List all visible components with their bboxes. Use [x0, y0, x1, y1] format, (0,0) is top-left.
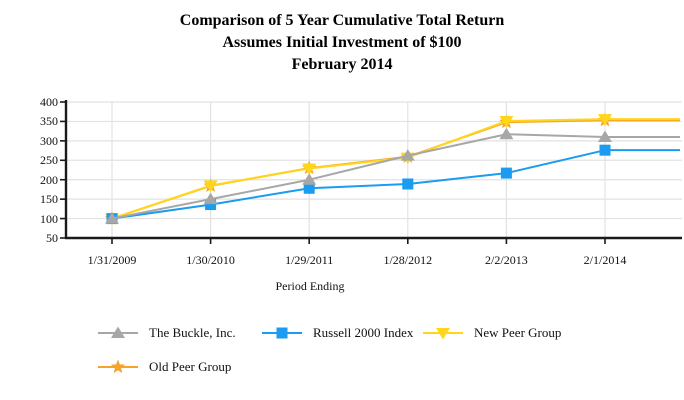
russell-line-marker-swatch [262, 327, 302, 339]
buckle-line-marker-swatch [98, 326, 138, 338]
series-line-new-peer-group [111, 118, 680, 220]
x-axis-title: Period Ending [275, 279, 345, 293]
new-peer-line-marker-swatch [423, 328, 463, 340]
x-tick-label: 2/1/2014 [583, 253, 627, 267]
series-line-old-peer-group [111, 119, 680, 220]
y-tick-label: 50 [46, 231, 58, 245]
legend-item-old-peer: Old Peer Group [98, 359, 231, 375]
y-tick-label: 350 [40, 114, 58, 129]
legend-label-new-peer: New Peer Group [474, 325, 562, 340]
x-tick-label: 2/2/2013 [485, 253, 528, 267]
legend-label-old-peer: Old Peer Group [149, 359, 232, 374]
x-tick-label: 1/31/2009 [87, 253, 137, 267]
legend-item-buckle: The Buckle, Inc. [98, 325, 236, 341]
chart-title-line-3: February 2014 [291, 56, 393, 73]
x-tick-label: 1/29/2011 [285, 253, 334, 267]
legend-item-russell: Russell 2000 Index [262, 325, 413, 341]
y-tick-label: 150 [40, 192, 58, 207]
chart-title-line-1: Comparison of 5 Year Cumulative Total Re… [179, 12, 505, 29]
legend-label-buckle: The Buckle, Inc. [149, 325, 236, 340]
y-tick-label: 250 [40, 153, 58, 168]
y-tick-label: 100 [40, 211, 58, 226]
y-tick-label: 200 [40, 172, 58, 187]
x-tick-label: 1/28/2012 [383, 253, 433, 267]
x-tick-label: 1/30/2010 [186, 253, 235, 267]
y-tick-label: 300 [40, 133, 58, 148]
chart-title-line-2: Assumes Initial Investment of $100 [222, 34, 462, 51]
legend-item-new-peer: New Peer Group [423, 325, 561, 341]
old-peer-line-marker-swatch [98, 359, 138, 374]
chart-title: Comparison of 5 Year Cumulative Total Re… [0, 10, 684, 76]
y-tick-label: 400 [40, 95, 58, 109]
legend-label-russell: Russell 2000 Index [313, 325, 414, 340]
